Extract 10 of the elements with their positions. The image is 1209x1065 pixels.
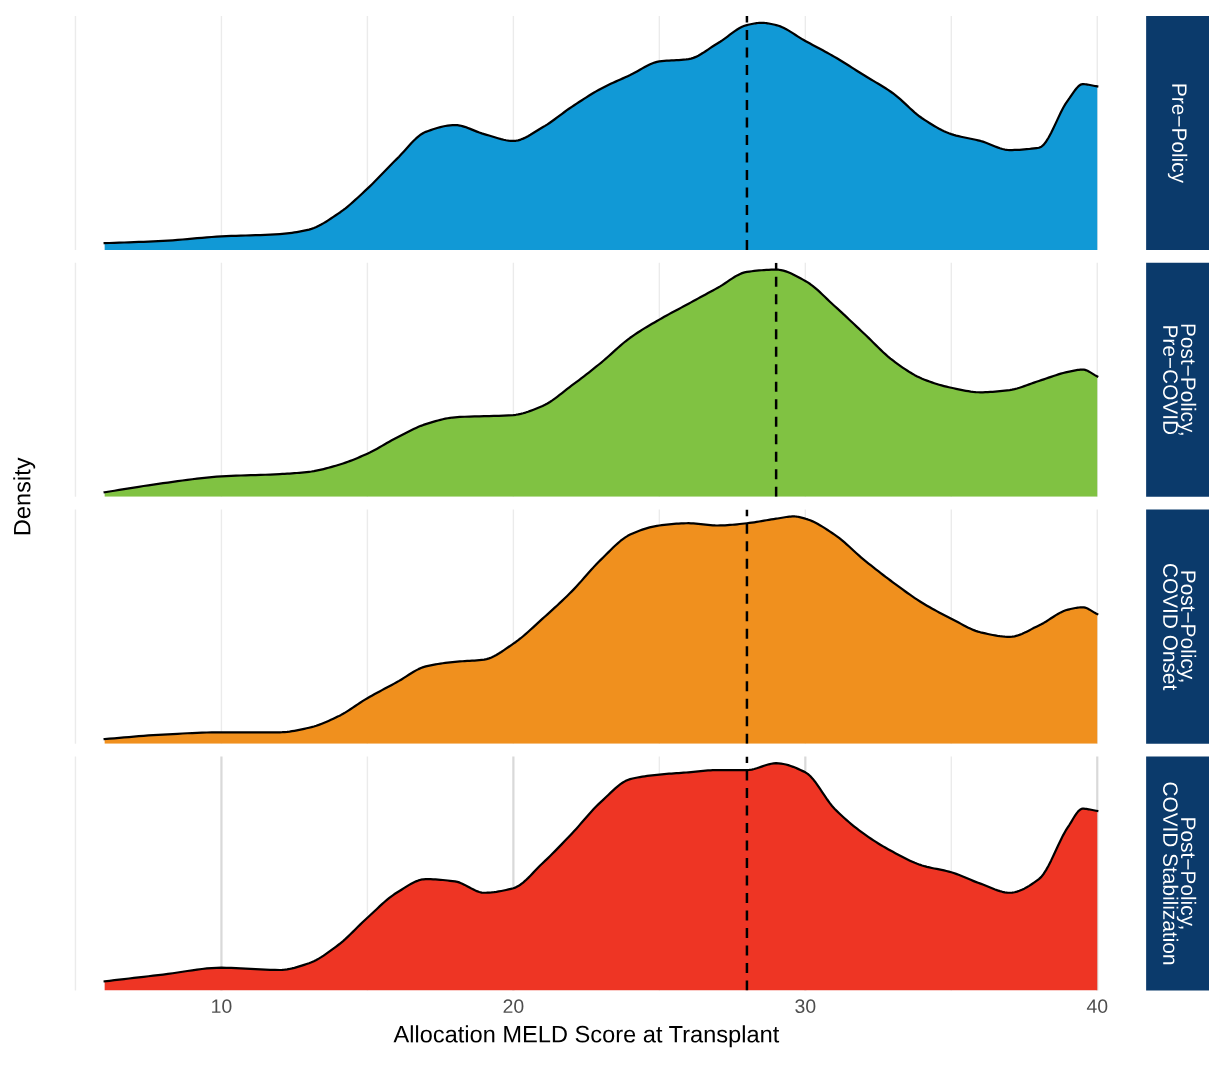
text: Pre−Policy: [1167, 84, 1188, 184]
text: Post−Policy, COVID Onset: [1163, 564, 1197, 691]
text: Post−Policy, Pre−COVID: [1163, 324, 1197, 435]
x-axis-title: Allocation MELD Score at Transplant: [393, 1025, 780, 1048]
x-tick-label: 30: [795, 999, 816, 1014]
x-tick-label: 20: [503, 999, 524, 1014]
x-tick-label: 40: [1086, 999, 1108, 1014]
text: Post−Policy, COVID Stabilization: [1163, 782, 1197, 965]
x-tick-label: 10: [212, 999, 232, 1014]
y-axis-title: Density: [13, 457, 36, 535]
